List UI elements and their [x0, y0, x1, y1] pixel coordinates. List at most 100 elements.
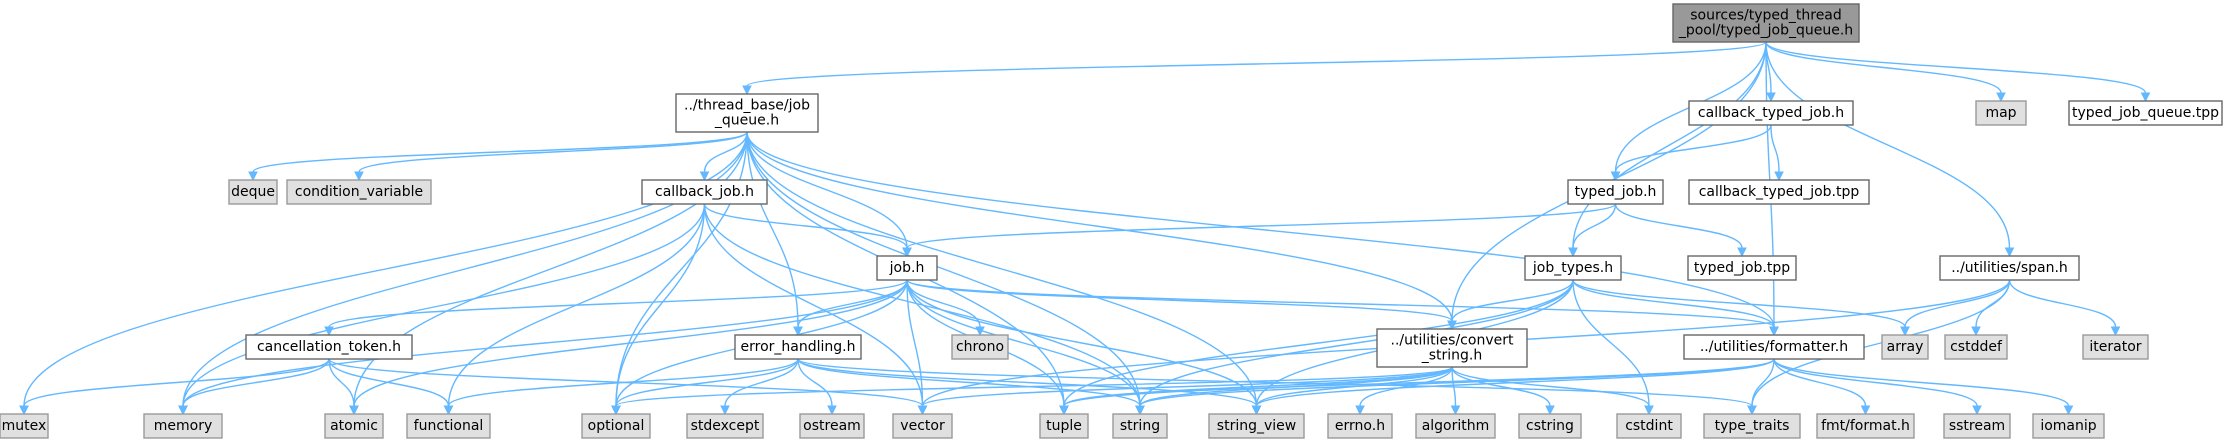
node-type-traits: type_traits — [1703, 413, 1801, 439]
node-label-cstddef: cstddef — [1950, 339, 2003, 355]
edge-thread-base-job-queue-to-convert-string-h — [746, 131, 1453, 322]
node-label-root: _pool/typed_job_queue.h — [1678, 23, 1853, 39]
node-root[interactable]: sources/typed_thread_pool/typed_job_queu… — [1672, 3, 1860, 43]
node-label-iomanip: iomanip — [2040, 418, 2096, 434]
edge-convert-string-h-to-algorithm — [1451, 366, 1457, 407]
node-box-job-h — [876, 255, 938, 281]
node-typed-job-tpp[interactable]: typed_job.tpp — [1687, 255, 1797, 281]
edge-job-types-h-to-array — [1572, 279, 1906, 328]
node-label-vector: vector — [900, 418, 945, 434]
node-box-errno-h — [1327, 413, 1393, 439]
edge-callback-typed-job-h-to-callback-typed-job-tpp — [1770, 124, 1780, 173]
node-span-h[interactable]: ../utilities/span.h — [1939, 255, 2080, 281]
node-label-chrono: chrono — [956, 339, 1004, 355]
node-box-cstdint — [1616, 413, 1682, 439]
edge-root-to-typed-job-queue-tpp — [1765, 41, 2147, 94]
node-callback-typed-job-tpp[interactable]: callback_typed_job.tpp — [1688, 179, 1870, 205]
node-job-h[interactable]: job.h — [876, 255, 938, 281]
node-label-map: map — [1985, 105, 2016, 121]
node-label-typed-job-queue-tpp: typed_job_queue.tpp — [2072, 105, 2219, 121]
node-fmt-format-h: fmt/format.h — [1816, 413, 1915, 439]
edge-error-handling-h-to-string — [797, 358, 1141, 407]
arrowhead-job-types-h-to-formatter-h — [1769, 326, 1779, 337]
edge-convert-string-h-to-cstdint — [1451, 366, 1650, 407]
node-label-callback-job-h: callback_job.h — [655, 184, 754, 200]
node-box-string — [1112, 413, 1168, 439]
arrowhead-root-to-typed-job-queue-tpp — [2140, 92, 2151, 103]
node-box-deque — [228, 179, 278, 205]
arrowhead-convert-string-h-to-errno-h — [1355, 405, 1365, 416]
arrowhead-typed-job-h-to-job-h — [902, 247, 912, 258]
arrowhead-typed-job-h-to-typed-job-tpp — [1737, 247, 1747, 258]
node-box-thread-base-job-queue — [675, 93, 819, 133]
node-convert-string-h[interactable]: ../utilities/convert_string.h — [1376, 328, 1528, 368]
node-label-typed-job-tpp: typed_job.tpp — [1694, 260, 1790, 276]
arrowhead-convert-string-h-to-optional — [611, 405, 621, 416]
arrowhead-cancellation-token-h-to-memory — [178, 405, 188, 416]
arrowhead-formatter-h-to-iomanip — [2063, 405, 2074, 416]
node-typed-job-queue-tpp[interactable]: typed_job_queue.tpp — [2068, 100, 2223, 126]
nodes-layer: sources/typed_thread_pool/typed_job_queu… — [0, 3, 2223, 439]
node-formatter-h[interactable]: ../utilities/formatter.h — [1683, 334, 1865, 360]
edge-root-to-span-h — [1765, 41, 2011, 249]
arrowhead-span-h-to-array — [1900, 326, 1910, 337]
node-thread-base-job-queue[interactable]: ../thread_base/job_queue.h — [675, 93, 819, 133]
node-iomanip: iomanip — [2032, 413, 2105, 439]
edge-span-h-to-iterator — [2008, 279, 2117, 328]
node-box-tuple — [1039, 413, 1089, 439]
node-box-callback-typed-job-h — [1688, 100, 1854, 126]
edge-convert-string-h-to-tuple — [1063, 366, 1453, 407]
edge-cancellation-token-h-to-mutex — [23, 358, 330, 407]
node-box-functional — [406, 413, 491, 439]
edge-callback-job-h-to-job-h — [703, 203, 908, 249]
node-label-convert-string-h: ../utilities/convert — [1391, 333, 1514, 349]
edge-error-handling-h-to-ostream — [797, 358, 833, 407]
node-label-cstdint: cstdint — [1625, 418, 1673, 434]
edge-typed-job-h-to-job-types-h — [1572, 203, 1617, 249]
edge-thread-base-job-queue-to-string — [746, 131, 1141, 407]
arrowhead-thread-base-job-queue-to-condition-variable — [354, 171, 364, 182]
node-label-iterator: iterator — [2089, 339, 2141, 355]
node-mutex: mutex — [0, 413, 49, 439]
edge-error-handling-h-to-functional — [447, 358, 799, 407]
node-job-types-h[interactable]: job_types.h — [1524, 255, 1622, 281]
node-label-memory: memory — [154, 418, 213, 434]
node-box-span-h — [1939, 255, 2080, 281]
node-error-handling-h[interactable]: error_handling.h — [734, 334, 862, 360]
node-label-cancellation-token-h: cancellation_token.h — [257, 339, 401, 355]
node-typed-job-h[interactable]: typed_job.h — [1567, 179, 1664, 205]
arrowhead-formatter-h-to-fmt-format-h — [1860, 405, 1871, 416]
edge-error-handling-h-to-type-traits — [797, 358, 1753, 407]
node-algorithm: algorithm — [1415, 413, 1496, 439]
arrowhead-job-h-to-error-handling-h — [793, 326, 803, 337]
node-box-fmt-format-h — [1816, 413, 1915, 439]
node-vector: vector — [892, 413, 953, 439]
node-callback-job-h[interactable]: callback_job.h — [641, 179, 768, 205]
node-memory: memory — [143, 413, 223, 439]
node-functional: functional — [406, 413, 491, 439]
arrowhead-root-to-thread-base-job-queue — [742, 85, 752, 96]
edge-span-h-to-array — [1904, 279, 2011, 328]
node-callback-typed-job-h[interactable]: callback_typed_job.h — [1688, 100, 1854, 126]
node-label-stdexcept: stdexcept — [691, 418, 760, 434]
edge-span-h-to-type-traits — [1751, 279, 2011, 407]
arrowhead-formatter-h-to-string — [1135, 405, 1145, 416]
edge-formatter-h-to-fmt-format-h — [1773, 358, 1867, 407]
arrowhead-job-h-to-cancellation-token-h — [324, 326, 334, 337]
node-cancellation-token-h[interactable]: cancellation_token.h — [245, 334, 413, 360]
node-box-iomanip — [2032, 413, 2105, 439]
node-label-thread-base-job-queue: _queue.h — [714, 113, 779, 129]
node-label-deque: deque — [231, 184, 275, 200]
arrowhead-convert-string-h-to-cstdint — [1644, 405, 1654, 416]
node-box-map — [1975, 100, 2027, 126]
edge-typed-job-h-to-job-h — [906, 203, 1617, 249]
edge-callback-job-h-to-memory — [182, 203, 706, 407]
edge-cancellation-token-h-to-memory — [182, 358, 330, 407]
node-label-span-h: ../utilities/span.h — [1951, 260, 2068, 276]
edge-callback-job-h-to-optional — [615, 203, 706, 407]
node-label-root: sources/typed_thread — [1690, 8, 1842, 24]
edge-thread-base-job-queue-to-formatter-h — [746, 131, 1775, 328]
edge-job-h-to-cancellation-token-h — [328, 279, 908, 328]
node-map: map — [1975, 100, 2027, 126]
